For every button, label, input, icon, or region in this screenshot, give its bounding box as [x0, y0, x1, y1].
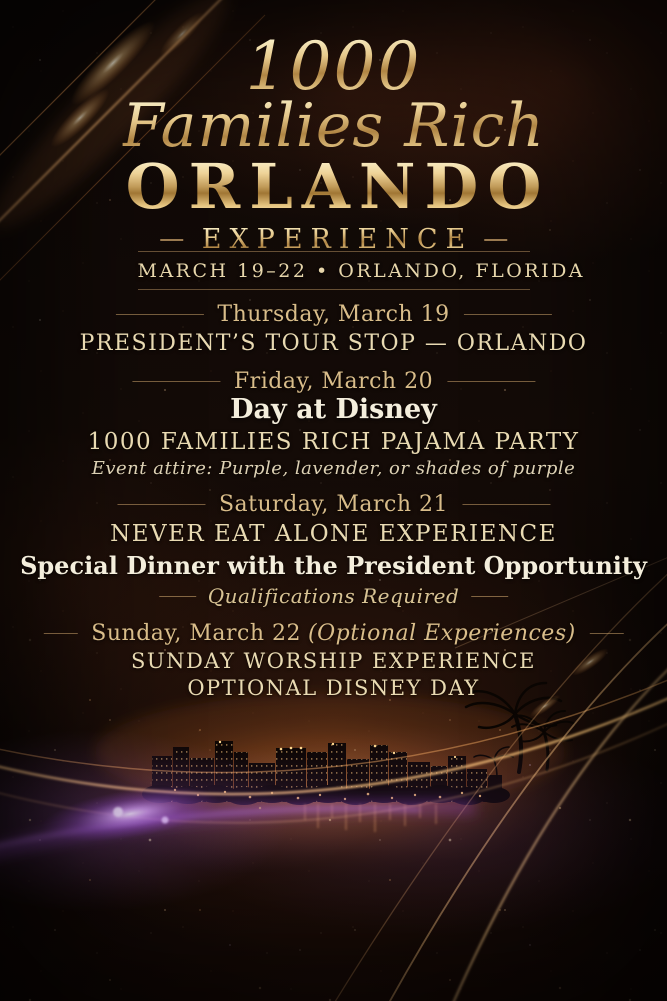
day-title: Saturday, March 21 [218, 492, 449, 517]
subtitle-right-dash [484, 238, 508, 241]
event-item: Day at Disney [230, 394, 437, 425]
qualifications-note: Qualifications Required [207, 584, 460, 608]
day-header: Sunday, March 22 (Optional Experiences) [43, 621, 624, 646]
event-item: OPTIONAL DISNEY DAY [187, 676, 480, 700]
subtitle-left-dash [159, 238, 183, 241]
event-item: 1000 FAMILIES RICH PAJAMA PARTY [87, 429, 580, 455]
day-note: (Optional Experiences) [308, 621, 576, 646]
day-title: Thursday, March 19 [217, 302, 450, 327]
day-header: Thursday, March 19 [115, 302, 552, 327]
event-item: PRESIDENT’S TOUR STOP — ORLANDO [79, 331, 588, 356]
qualifications-row: Qualifications Required [158, 584, 509, 608]
title-city: ORLANDO [117, 156, 551, 218]
day-header: Friday, March 20 [131, 369, 536, 394]
event-attire-note: Event attire: Purple, lavender, or shade… [91, 458, 576, 479]
day-title: Friday, March 20 [233, 369, 434, 394]
event-dates: MARCH 19–22 • ORLANDO, FLORIDA [137, 251, 583, 290]
event-item: NEVER EAT ALONE EXPERIENCE [110, 521, 557, 547]
event-item: SUNDAY WORSHIP EXPERIENCE [130, 649, 537, 673]
day-header: Saturday, March 21 [116, 492, 551, 517]
day-title: Sunday, March 22 (Optional Experiences) [91, 621, 576, 646]
event-item: Special Dinner with the President Opport… [20, 551, 647, 580]
